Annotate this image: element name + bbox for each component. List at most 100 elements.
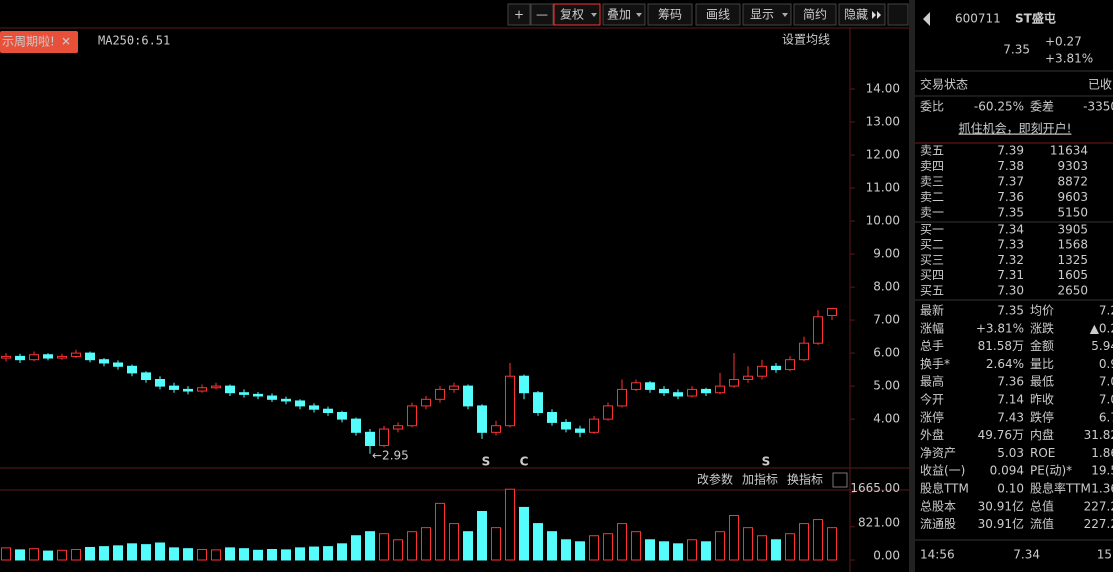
volume-bar [687, 539, 697, 561]
tag-close[interactable]: ✕ [61, 35, 71, 49]
stat-label: 今开 [920, 392, 944, 407]
toolbar-label[interactable]: 筹码 [658, 8, 682, 22]
book-price: 7.36 [997, 190, 1024, 204]
candle-body [127, 365, 137, 374]
toolbar-button[interactable] [530, 3, 554, 26]
book-volume: 11634 [1050, 144, 1088, 158]
candle-body [603, 405, 613, 420]
toolbar-button[interactable] [793, 3, 837, 26]
toolbar-label[interactable]: 复权 [560, 8, 584, 22]
toolbar-button[interactable] [553, 3, 601, 26]
stat-value: 19.5 [1091, 464, 1113, 478]
indicator-button[interactable]: 改参数 [697, 472, 733, 487]
toolbar-label[interactable]: + [514, 8, 524, 22]
weibi-label: 委比 [920, 100, 944, 114]
toolbar-button[interactable] [695, 3, 741, 26]
candle-body [659, 388, 669, 394]
volume-bar [365, 531, 375, 561]
toolbar-button[interactable] [742, 3, 792, 26]
stat-label: 最新 [920, 303, 944, 318]
back-arrow[interactable] [923, 12, 930, 26]
stat-label: 金额 [1030, 338, 1054, 353]
stat-value: 81.58万 [978, 339, 1024, 353]
stat-value: 7.0 [1099, 375, 1113, 389]
stat-value: 5.03 [997, 446, 1024, 460]
toolbar-label[interactable]: 简约 [803, 7, 827, 22]
book-price: 7.39 [997, 144, 1024, 158]
volume-bar [575, 541, 585, 561]
y-tick-label: 6.00 [873, 346, 900, 360]
candle-body [337, 412, 347, 420]
book-volume: 9603 [1057, 190, 1088, 204]
book-label: 买二 [920, 238, 944, 252]
volume-bar [743, 527, 753, 561]
volume-bar [211, 549, 221, 561]
stat-value: 30.91亿 [978, 498, 1024, 513]
stat-value: 1.36 [1091, 482, 1113, 496]
stat-value: 7.2 [1099, 304, 1113, 318]
candle-body [491, 425, 501, 433]
toolbar-label[interactable]: 隐藏 [844, 8, 868, 22]
volume-bar [799, 523, 809, 561]
volume-bar [15, 549, 25, 561]
ma-setting[interactable]: 设置均线 [782, 33, 830, 47]
y-tick-label: 7.00 [873, 313, 900, 327]
volume-bar [547, 531, 557, 561]
panel-toggle[interactable] [887, 3, 909, 26]
v-tick-label: 0.00 [873, 549, 900, 563]
toolbar-button[interactable] [838, 3, 886, 26]
stat-label: 总值 [1030, 498, 1054, 513]
volume-bar [113, 545, 123, 561]
candle-body [197, 387, 207, 392]
volume-bar [421, 527, 431, 561]
toolbar-label[interactable]: 叠加 [607, 8, 631, 22]
change-pct: +3.81% [1045, 52, 1093, 66]
candle-body [435, 388, 445, 400]
stat-label: 外盘 [920, 427, 944, 442]
stat-label: 涨幅 [920, 320, 944, 335]
book-price: 7.30 [997, 283, 1024, 297]
weicha-value: -3350 [1083, 100, 1113, 114]
candle-body [729, 379, 739, 387]
indicator-button[interactable]: 换指标 [787, 472, 823, 487]
volume-bar [253, 549, 263, 561]
tag [0, 31, 78, 53]
toolbar-label[interactable]: 显示 [750, 8, 774, 22]
stat-value: ▲0.2 [1090, 321, 1113, 335]
volume-bar [449, 523, 459, 561]
candle-body [463, 385, 473, 407]
toolbar-button[interactable] [647, 3, 693, 26]
candle-body [687, 388, 697, 397]
indicator-button[interactable]: 加指标 [742, 472, 778, 487]
toolbar-button[interactable] [507, 3, 531, 26]
candle-body [449, 385, 459, 390]
candle-body [379, 428, 389, 447]
volume-bar [631, 531, 641, 561]
status-value: 已收 [1088, 78, 1112, 92]
candle-body [155, 379, 165, 387]
volume-bar [141, 544, 151, 561]
toolbar-button[interactable] [602, 3, 646, 26]
volume-bar [785, 533, 795, 561]
candle-body [253, 393, 263, 397]
stock-code: 600711 [955, 12, 1001, 26]
tick-time: 14:56 [920, 548, 955, 562]
volume-bar [701, 541, 711, 561]
price: 7.35 [1003, 43, 1030, 57]
volume-bar [659, 541, 669, 561]
indicator-close[interactable] [832, 472, 848, 488]
banner[interactable]: 抓住机会，即刻开户! [959, 121, 1072, 136]
book-volume: 1568 [1057, 238, 1088, 252]
dropdown-arrow [636, 13, 642, 17]
book-volume: 3905 [1057, 223, 1088, 237]
candle-body [183, 388, 193, 392]
weicha-label: 委差 [1030, 100, 1054, 114]
stat-label: 流值 [1030, 516, 1054, 531]
stat-value: 7.0 [1099, 393, 1113, 407]
toolbar-label[interactable]: — [536, 8, 548, 22]
book-label: 买三 [920, 253, 944, 267]
toolbar-label[interactable]: 画线 [706, 8, 730, 22]
stat-value: +3.81% [976, 321, 1024, 335]
book-price: 7.37 [997, 175, 1024, 189]
candle-body [617, 388, 627, 407]
